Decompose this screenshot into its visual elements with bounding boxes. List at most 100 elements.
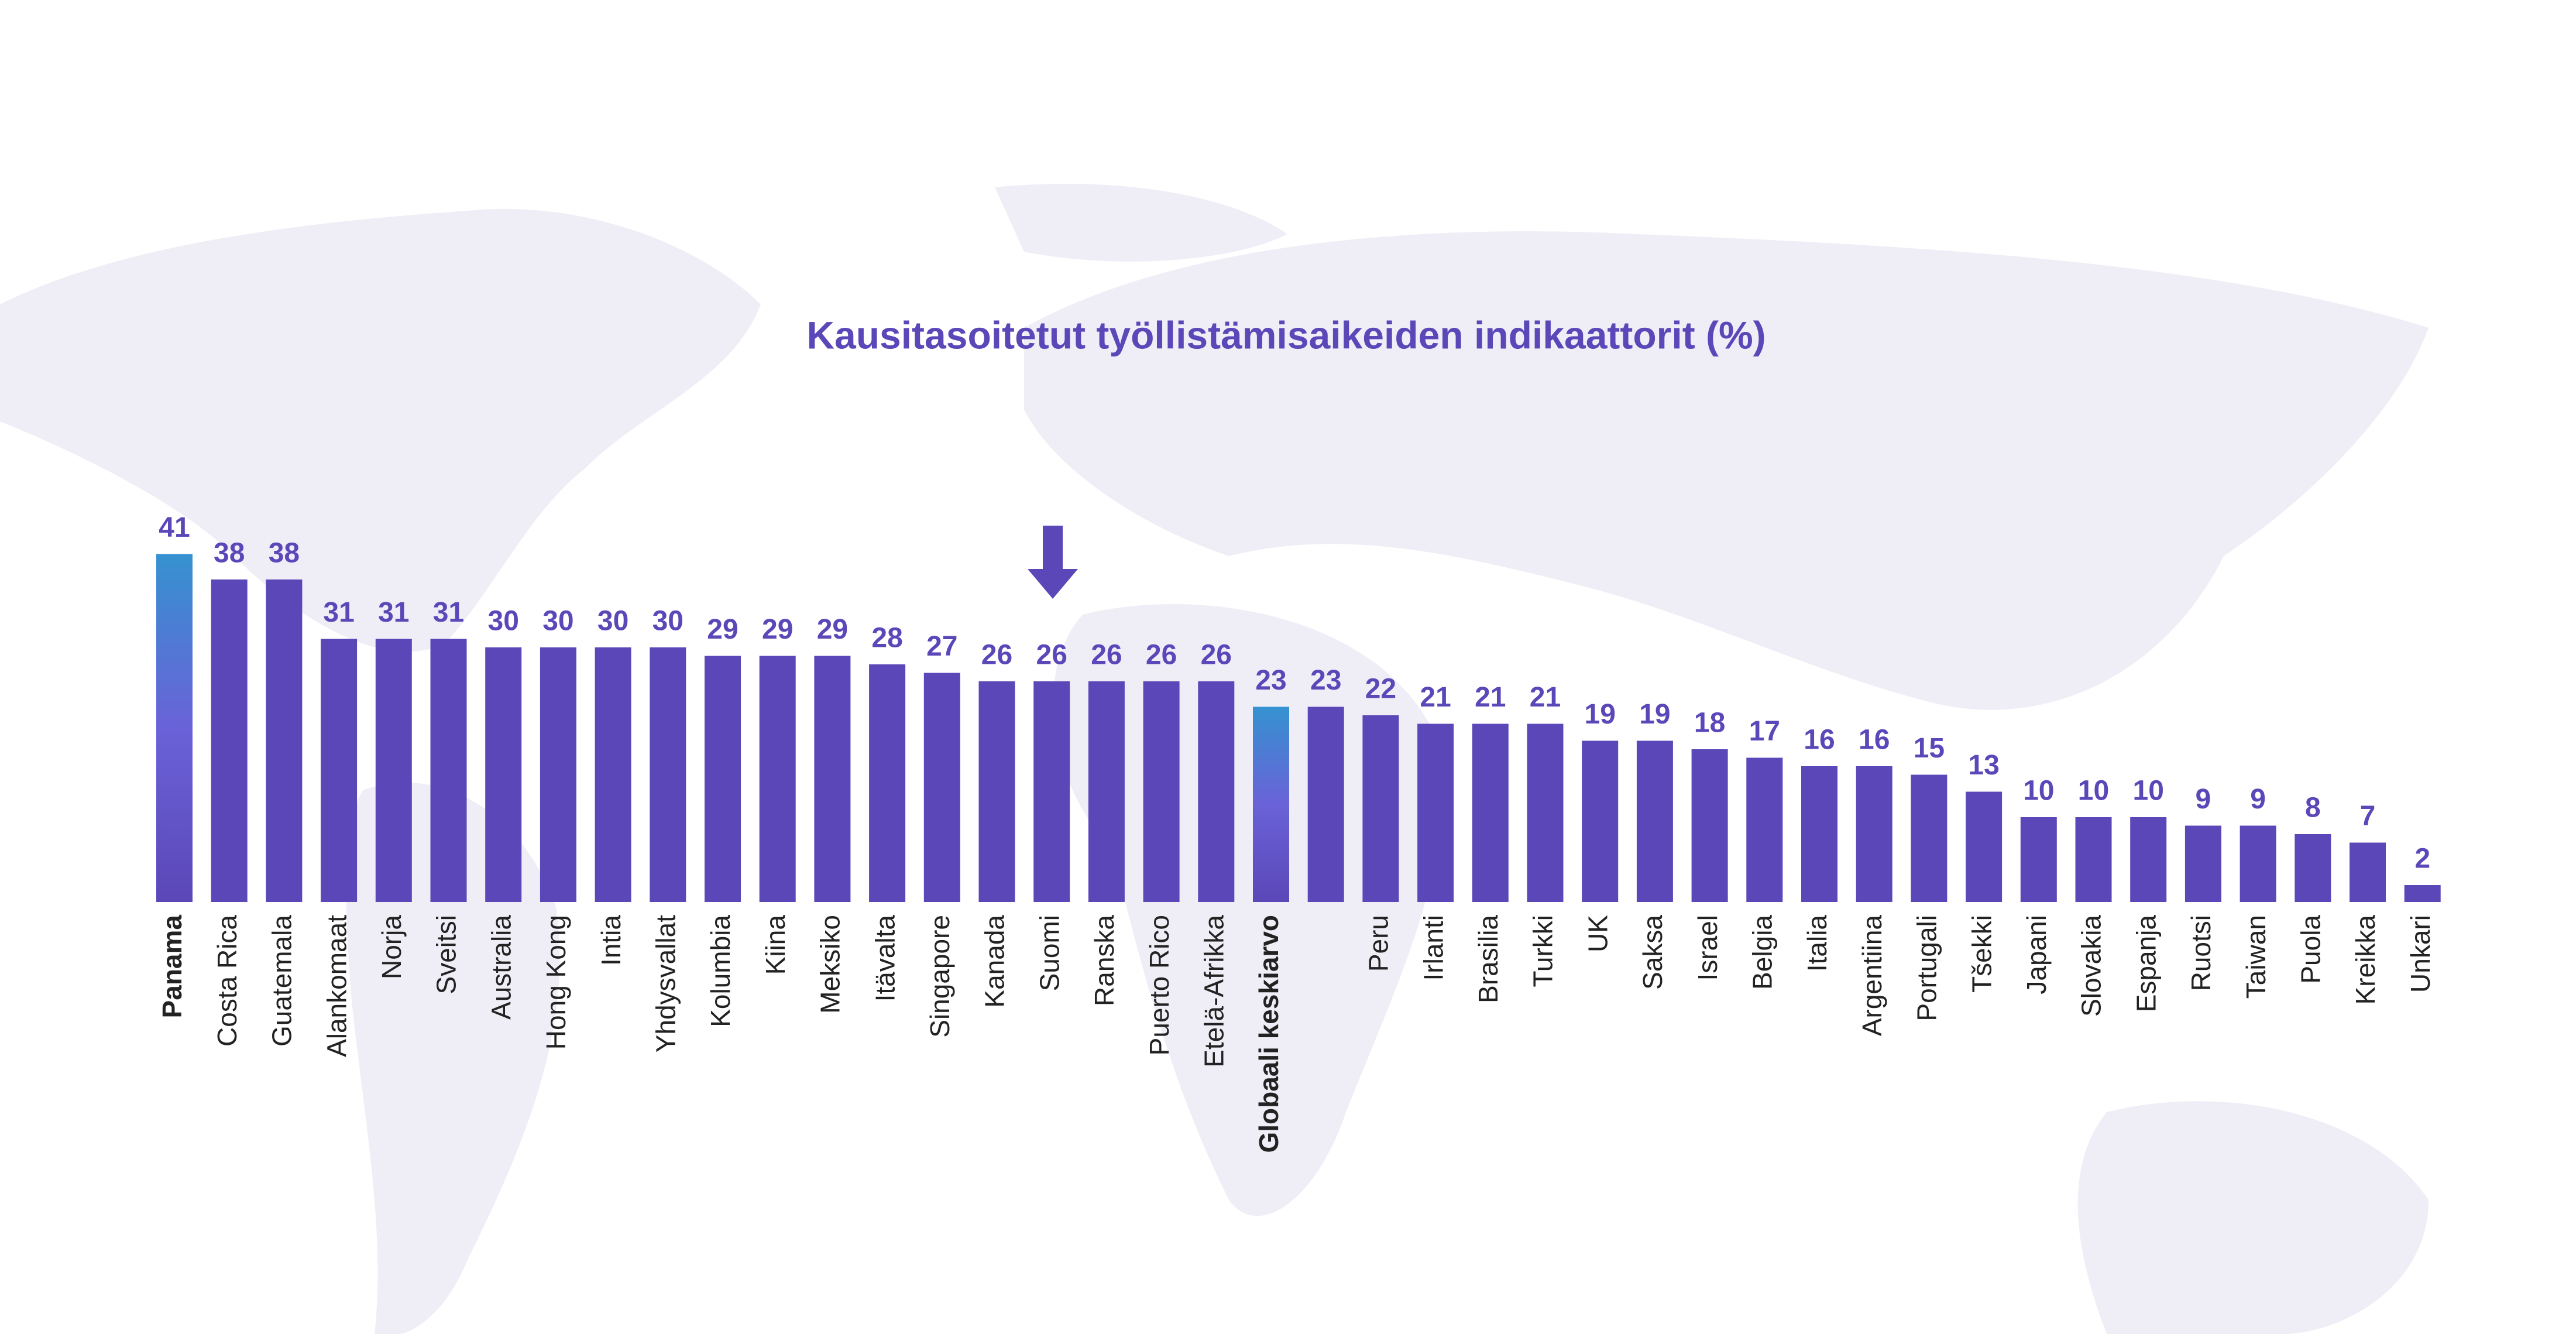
x-tick-label: Etelä-Afrikka bbox=[1198, 915, 1229, 1068]
bar bbox=[1198, 681, 1235, 902]
bar bbox=[1143, 681, 1180, 902]
value-label: 15 bbox=[1914, 733, 1945, 764]
x-tick-label: Australia bbox=[486, 915, 516, 1020]
bar bbox=[430, 639, 467, 902]
x-tick-label: Itävalta bbox=[870, 915, 900, 1002]
x-tick-label: Globaali keskiarvo bbox=[1253, 915, 1284, 1153]
value-label: 31 bbox=[378, 597, 409, 628]
bar bbox=[1801, 766, 1837, 902]
bar bbox=[1911, 774, 1948, 902]
x-tick-label: Irlanti bbox=[1418, 915, 1448, 980]
value-label: 16 bbox=[1859, 725, 1890, 756]
value-label: 30 bbox=[542, 606, 573, 637]
x-tick-label: Yhdysvallat bbox=[650, 915, 681, 1052]
bar bbox=[2075, 817, 2112, 902]
value-label: 31 bbox=[323, 597, 354, 628]
x-tick-label: Intia bbox=[596, 915, 626, 966]
value-label: 29 bbox=[707, 614, 738, 645]
bar bbox=[2350, 842, 2386, 902]
value-label: 31 bbox=[433, 597, 464, 628]
value-label: 29 bbox=[817, 614, 848, 645]
x-tick-label: Panama bbox=[157, 915, 187, 1018]
value-label: 23 bbox=[1255, 665, 1286, 696]
x-tick-label: Suomi bbox=[1034, 915, 1064, 991]
bar bbox=[540, 647, 576, 902]
x-tick-label: Saksa bbox=[1637, 915, 1668, 990]
bar bbox=[1746, 757, 1783, 902]
bar bbox=[485, 647, 522, 902]
bar bbox=[978, 681, 1015, 902]
bar bbox=[1253, 707, 1289, 902]
value-label: 27 bbox=[926, 631, 957, 662]
value-label: 28 bbox=[871, 623, 902, 654]
value-label: 38 bbox=[269, 538, 300, 569]
bar bbox=[1582, 740, 1619, 902]
value-label: 30 bbox=[488, 606, 519, 637]
bar bbox=[759, 656, 796, 902]
bar bbox=[1088, 681, 1125, 902]
x-tick-label: Kolumbia bbox=[705, 915, 736, 1027]
bar bbox=[1417, 723, 1454, 902]
value-label: 21 bbox=[1420, 682, 1451, 713]
value-label: 29 bbox=[762, 614, 793, 645]
bar bbox=[2130, 817, 2167, 902]
value-label: 8 bbox=[2305, 793, 2321, 824]
value-label: 10 bbox=[2078, 776, 2109, 807]
bar bbox=[156, 554, 193, 902]
value-label: 21 bbox=[1475, 682, 1506, 713]
bar bbox=[595, 647, 631, 902]
value-label: 2 bbox=[2414, 843, 2430, 875]
bar bbox=[1472, 723, 1509, 902]
x-tick-label: Japani bbox=[2021, 915, 2052, 995]
value-label: 17 bbox=[1749, 716, 1780, 747]
x-tick-label: Singapore bbox=[925, 915, 955, 1038]
x-tick-label: Costa Rica bbox=[212, 915, 242, 1047]
x-tick-label: Guatemala bbox=[267, 915, 297, 1047]
arrow bbox=[1028, 526, 1078, 599]
x-tick-label: Espanja bbox=[2131, 915, 2161, 1013]
value-label: 10 bbox=[2133, 776, 2164, 807]
bar bbox=[1033, 681, 1070, 902]
bar bbox=[1362, 715, 1399, 902]
x-tick-label: Sveitsi bbox=[431, 915, 462, 994]
bar bbox=[1527, 723, 1564, 902]
x-tick-label: Hong Kong bbox=[541, 915, 571, 1050]
bar bbox=[321, 639, 358, 902]
value-label: 18 bbox=[1694, 708, 1725, 739]
value-label: 21 bbox=[1530, 682, 1561, 713]
x-tick-label: Puola bbox=[2295, 915, 2326, 984]
bar bbox=[1856, 766, 1892, 902]
value-label: 26 bbox=[1036, 640, 1067, 671]
value-label: 10 bbox=[2023, 776, 2054, 807]
x-tick-label: Meksiko bbox=[815, 915, 846, 1014]
value-label: 9 bbox=[2250, 784, 2266, 815]
bar bbox=[2295, 834, 2331, 902]
x-tick-label: Peru bbox=[1363, 915, 1394, 972]
value-label: 30 bbox=[597, 606, 628, 637]
bar bbox=[266, 579, 303, 902]
value-label: 7 bbox=[2360, 801, 2376, 832]
x-tick-label: Italia bbox=[1802, 915, 1832, 972]
x-tick-label: Alankomaat bbox=[321, 915, 352, 1057]
x-tick-label: Belgia bbox=[1747, 915, 1777, 990]
value-label: 38 bbox=[214, 538, 245, 569]
value-label: 26 bbox=[1201, 640, 1232, 671]
bar bbox=[2185, 825, 2221, 902]
x-tick-label: Argentiina bbox=[1857, 915, 1887, 1037]
bar bbox=[375, 639, 412, 902]
x-tick-label: Slovakia bbox=[2076, 915, 2107, 1017]
value-label: 16 bbox=[1804, 725, 1835, 756]
x-tick-label: Puerto Rico bbox=[1144, 915, 1174, 1055]
bar bbox=[650, 647, 686, 902]
value-label: 26 bbox=[1091, 640, 1122, 671]
value-label: 19 bbox=[1585, 699, 1616, 730]
value-label: 22 bbox=[1365, 674, 1396, 705]
value-label: 23 bbox=[1310, 665, 1341, 696]
x-tick-label: Israel bbox=[1692, 915, 1723, 980]
x-tick-label: Ranska bbox=[1089, 915, 1119, 1006]
value-label: 19 bbox=[1639, 699, 1670, 730]
value-label: 41 bbox=[159, 512, 190, 543]
x-tick-label: Tšekki bbox=[1966, 915, 1997, 993]
value-label: 30 bbox=[652, 606, 684, 637]
